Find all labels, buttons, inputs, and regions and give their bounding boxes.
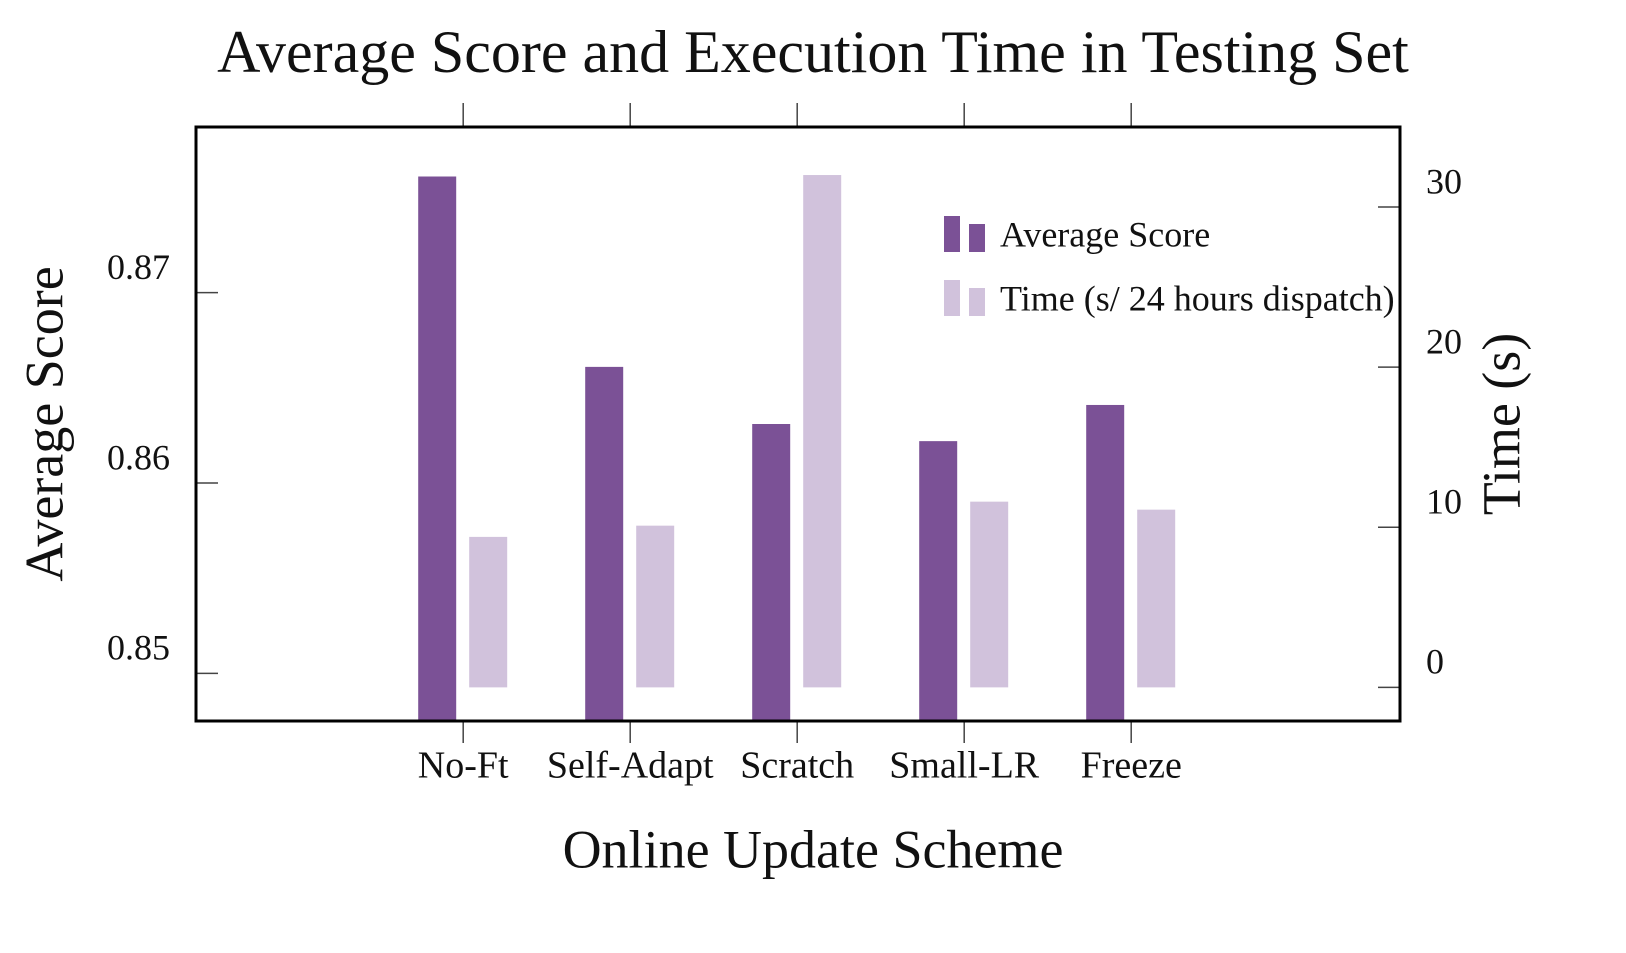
y2-tick-label: 30 — [1426, 161, 1462, 201]
x-tick-label: Scratch — [740, 745, 854, 787]
legend-swatch — [944, 216, 960, 252]
bar — [1137, 509, 1176, 688]
bar — [636, 525, 675, 688]
legend-label: Average Score — [1000, 214, 1210, 254]
x-tick-label: Freeze — [1081, 745, 1182, 787]
chart-title: Average Score and Execution Time in Test… — [217, 19, 1409, 85]
bar — [469, 536, 508, 688]
bar — [418, 176, 457, 721]
y-tick-label: 0.87 — [107, 247, 170, 287]
bar — [919, 441, 958, 721]
bar — [585, 366, 624, 721]
legend-label: Time (s/ 24 hours dispatch) — [1000, 278, 1395, 318]
y2-axis-label: Time (s) — [1471, 333, 1531, 516]
x-axis-label: Online Update Scheme — [563, 819, 1064, 879]
y2-tick-label: 10 — [1426, 482, 1462, 522]
y-tick-label: 0.86 — [107, 437, 170, 477]
y2-tick-label: 20 — [1426, 321, 1462, 361]
legend-swatch — [969, 224, 985, 252]
plot-frame — [194, 125, 1402, 723]
y-axis-label: Average Score — [14, 266, 74, 581]
bar — [752, 424, 791, 721]
legend-box — [935, 195, 1445, 345]
x-tick-label: Self-Adapt — [547, 745, 714, 787]
legend-swatch — [944, 280, 960, 316]
bar — [970, 501, 1009, 688]
y2-tick-label: 0 — [1426, 642, 1444, 682]
y-tick-label: 0.85 — [107, 628, 170, 668]
x-tick-label: No-Ft — [418, 745, 509, 787]
bar — [1086, 404, 1125, 721]
bar — [803, 175, 842, 688]
legend-swatch — [969, 288, 985, 316]
x-tick-label: Small-LR — [889, 745, 1040, 787]
